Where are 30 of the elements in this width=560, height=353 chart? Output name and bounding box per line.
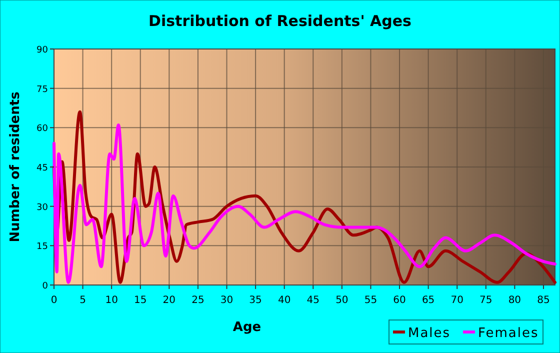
x-tick-label: 10 (105, 295, 118, 306)
x-tick-label: 50 (336, 295, 348, 306)
chart-title: Distribution of Residents' Ages (148, 12, 412, 30)
x-tick-label: 60 (393, 295, 406, 306)
x-tick-label: 35 (249, 295, 262, 306)
x-tick-label: 65 (422, 295, 435, 306)
y-tick-label: 30 (36, 202, 48, 213)
y-tick-label: 75 (36, 84, 48, 95)
x-tick-label: 30 (220, 295, 234, 306)
legend-label: Females (478, 326, 539, 341)
x-tick-label: 55 (364, 295, 378, 306)
x-axis-title: Age (232, 320, 262, 335)
x-tick-label: 5 (80, 295, 86, 306)
x-tick-label: 20 (162, 295, 176, 306)
x-tick-label: 40 (278, 295, 291, 306)
x-tick-label: 45 (306, 295, 320, 306)
y-tick-label: 60 (36, 124, 48, 134)
legend-label: Males (408, 326, 451, 341)
x-tick-label: 25 (192, 295, 204, 306)
x-tick-label: 70 (450, 295, 464, 306)
x-tick-label: 75 (480, 295, 492, 306)
x-tick-label: 85 (537, 295, 550, 306)
y-tick-label: 0 (42, 282, 48, 292)
y-tick-label: 15 (36, 242, 48, 252)
y-tick-label: 90 (36, 46, 48, 56)
x-tick-label: 0 (50, 295, 58, 306)
y-tick-label: 45 (36, 164, 48, 174)
x-tick-label: 80 (508, 295, 522, 306)
y-axis-title: Number of residents (8, 91, 23, 242)
x-tick-label: 15 (134, 295, 147, 306)
